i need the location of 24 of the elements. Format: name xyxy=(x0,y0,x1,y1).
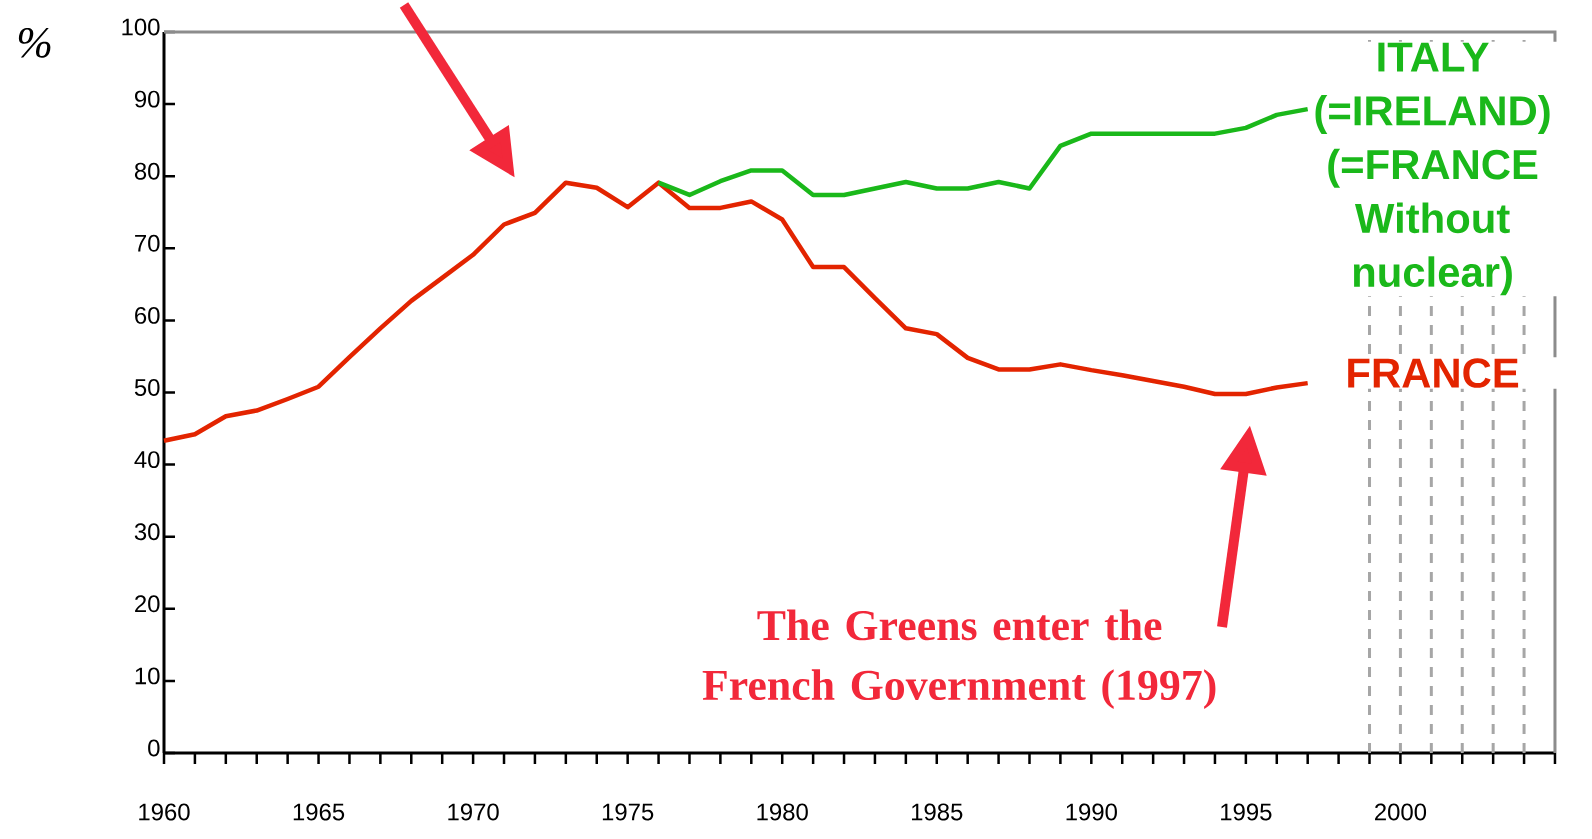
y-tick-label: 100 xyxy=(122,18,160,36)
y-tick-label: 0 xyxy=(148,739,160,757)
x-tick-label: 2000 xyxy=(1375,803,1427,821)
x-tick-label: 1995 xyxy=(1221,803,1272,821)
x-tick-label: 1980 xyxy=(757,803,808,821)
x-tick-label: 1975 xyxy=(602,803,654,821)
y-tick-label: 50 xyxy=(134,379,160,396)
x-tick-label: 1985 xyxy=(911,803,963,821)
y-tick-label: 60 xyxy=(135,306,160,324)
y-tick-label: 30 xyxy=(134,523,160,541)
series-label: FRANCE xyxy=(1348,358,1519,388)
y-tick-label: 40 xyxy=(134,451,160,469)
y-tick-label: 90 xyxy=(135,90,160,108)
x-tick-label: 1970 xyxy=(448,803,499,821)
x-tick-label: 1990 xyxy=(1066,803,1117,821)
y-tick-label: 20 xyxy=(135,595,160,613)
series-label: ITALY (=IRELAND) (=FRANCE Without nuclear) xyxy=(1315,42,1550,296)
y-tick-label: 80 xyxy=(134,162,160,180)
x-tick-label: 1965 xyxy=(293,803,345,821)
y-axis-title: % xyxy=(18,27,51,58)
x-tick-label: 1960 xyxy=(139,803,190,821)
y-tick-label: 70 xyxy=(135,234,160,252)
annotation: The Greens enter the French Government (1997) xyxy=(702,609,1216,710)
y-tick-label: 10 xyxy=(135,667,160,685)
